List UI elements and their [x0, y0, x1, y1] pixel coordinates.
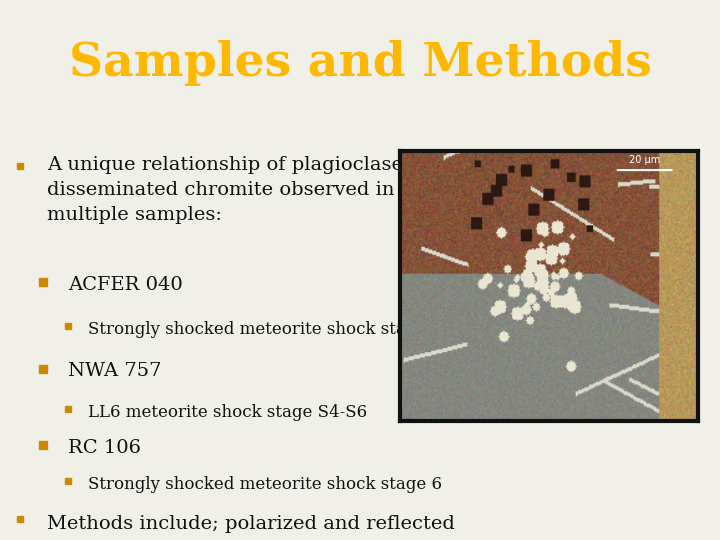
- Text: Strongly shocked meteorite shock stage 6: Strongly shocked meteorite shock stage 6: [88, 321, 442, 338]
- Text: NWA 757: NWA 757: [68, 362, 162, 380]
- Text: RC 106: RC 106: [68, 439, 141, 457]
- Text: LL6 meteorite shock stage S4-S6: LL6 meteorite shock stage S4-S6: [88, 404, 367, 421]
- Text: Strongly shocked meteorite shock stage 6: Strongly shocked meteorite shock stage 6: [88, 476, 442, 493]
- Text: A unique relationship of plagioclase with
disseminated chromite observed in
mult: A unique relationship of plagioclase wit…: [47, 156, 453, 224]
- Text: ACFER 040: ACFER 040: [68, 275, 183, 294]
- Text: 20 μm: 20 μm: [629, 154, 660, 165]
- Text: Samples and Methods: Samples and Methods: [68, 40, 652, 86]
- Text: Methods include; polarized and reflected
light microscopy and EDS-SEM: Methods include; polarized and reflected…: [47, 515, 454, 540]
